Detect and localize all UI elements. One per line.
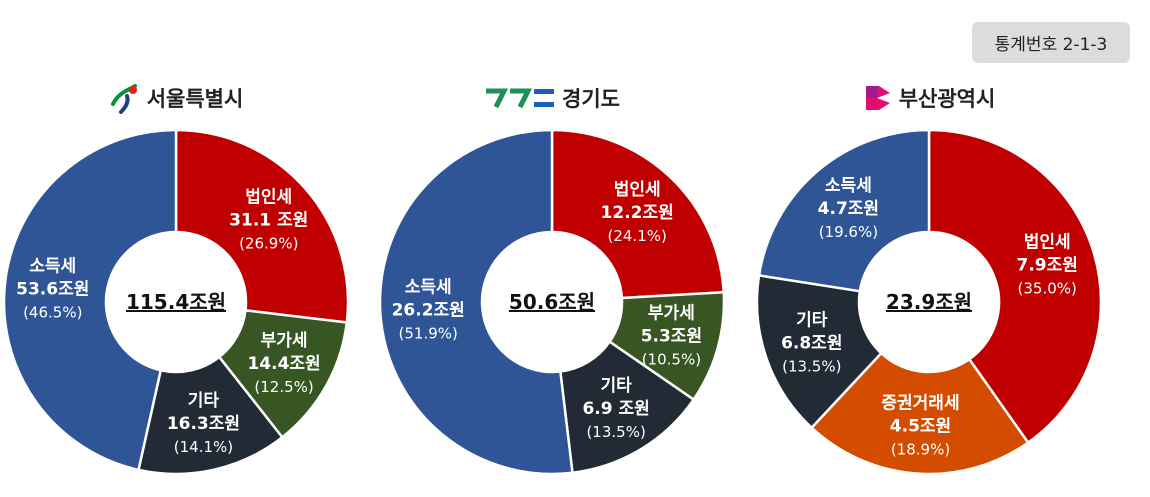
- total-amount: 23.9조원: [886, 290, 972, 314]
- region-name: 부산광역시: [898, 87, 996, 111]
- slice-name-label: 법인세: [1024, 233, 1071, 253]
- chart-header: 부산광역시: [749, 78, 1109, 118]
- slice-amount-label: 16.3조원: [167, 414, 240, 434]
- slice-name-label: 기타: [600, 376, 632, 396]
- chart-gyeonggi: 경기도 법인세 12.2조원 (24.1%) 부가세 5.3조원 (10.5%) 기타 6.9…: [372, 70, 732, 490]
- slice-name-label: 기타: [796, 310, 828, 330]
- slice-name-label: 부가세: [261, 331, 308, 351]
- chart-busan: 부산광역시 법인세 7.9조원 (35.0%) 증권거래세 4.5조원 (18.9%) 기타…: [749, 70, 1109, 490]
- slice-amount-label: 4.5조원: [890, 417, 951, 437]
- slice-percent-label: (24.1%): [607, 227, 666, 245]
- donut-chart: 법인세 31.1 조원 (26.9%) 부가세 14.4조원 (12.5%) 기타 16.3조…: [2, 128, 350, 476]
- slice-name-label: 소득세: [405, 277, 452, 297]
- total-amount: 115.4조원: [126, 290, 226, 314]
- slice-amount-label: 14.4조원: [247, 354, 320, 374]
- slice-percent-label: (14.1%): [174, 438, 233, 456]
- slice-percent-label: (13.5%): [782, 357, 841, 375]
- slice-amount-label: 26.2조원: [392, 300, 465, 320]
- donut-hole: [859, 232, 999, 372]
- slice-name-label: 소득세: [29, 256, 76, 276]
- donut-chart: 법인세 12.2조원 (24.1%) 부가세 5.3조원 (10.5%) 기타 6.9 조원 (…: [378, 128, 726, 476]
- slice-percent-label: (18.9%): [891, 441, 950, 459]
- donut-chart: 법인세 7.9조원 (35.0%) 증권거래세 4.5조원 (18.9%) 기타 6.8조원 (…: [755, 128, 1103, 476]
- slice-percent-label: (12.5%): [254, 378, 313, 396]
- slice-percent-label: (13.5%): [586, 423, 645, 441]
- chart-header: 경기도: [372, 78, 732, 118]
- pie-slice: [927, 128, 1103, 445]
- slice-percent-label: (19.6%): [819, 223, 878, 241]
- slice-name-label: 증권거래세: [881, 394, 959, 414]
- slice-percent-label: (46.5%): [23, 303, 82, 321]
- slice-amount-label: 5.3조원: [641, 326, 702, 346]
- slice-amount-label: 4.7조원: [818, 199, 879, 219]
- slice-percent-label: (10.5%): [642, 350, 701, 368]
- slice-amount-label: 7.9조원: [1017, 256, 1078, 276]
- region-name: 서울특별시: [146, 87, 244, 111]
- total-amount: 50.6조원: [509, 290, 595, 314]
- donut-hole: [106, 232, 246, 372]
- slice-percent-label: (35.0%): [1018, 280, 1077, 298]
- slice-amount-label: 6.9 조원: [582, 399, 649, 419]
- stat-number-badge: 통계번호 2-1-3: [972, 22, 1130, 63]
- slice-amount-label: 31.1 조원: [229, 211, 308, 231]
- slice-name-label: 법인세: [245, 188, 292, 208]
- slice-percent-label: (51.9%): [399, 324, 458, 342]
- gyeonggi-logo-icon: [486, 88, 555, 109]
- busan-logo-icon: [865, 86, 890, 110]
- region-name: 경기도: [562, 87, 620, 111]
- slice-name-label: 법인세: [614, 180, 661, 200]
- seoul-logo-icon: [110, 84, 137, 114]
- chart-seoul: 서울특별시 법인세 31.1 조원 (26.9%) 부가세 14.4조원 (12.5%) 기…: [0, 70, 356, 490]
- slice-amount-label: 6.8조원: [781, 333, 842, 353]
- donut-hole: [482, 232, 622, 372]
- chart-header: 서울특별시: [0, 78, 356, 118]
- slice-amount-label: 53.6조원: [16, 279, 89, 299]
- slice-percent-label: (26.9%): [239, 235, 298, 253]
- slice-name-label: 기타: [188, 391, 220, 411]
- slice-name-label: 소득세: [825, 176, 872, 196]
- slice-name-label: 부가세: [648, 303, 695, 323]
- slice-amount-label: 12.2조원: [601, 203, 674, 223]
- pie-slice: [809, 351, 1030, 476]
